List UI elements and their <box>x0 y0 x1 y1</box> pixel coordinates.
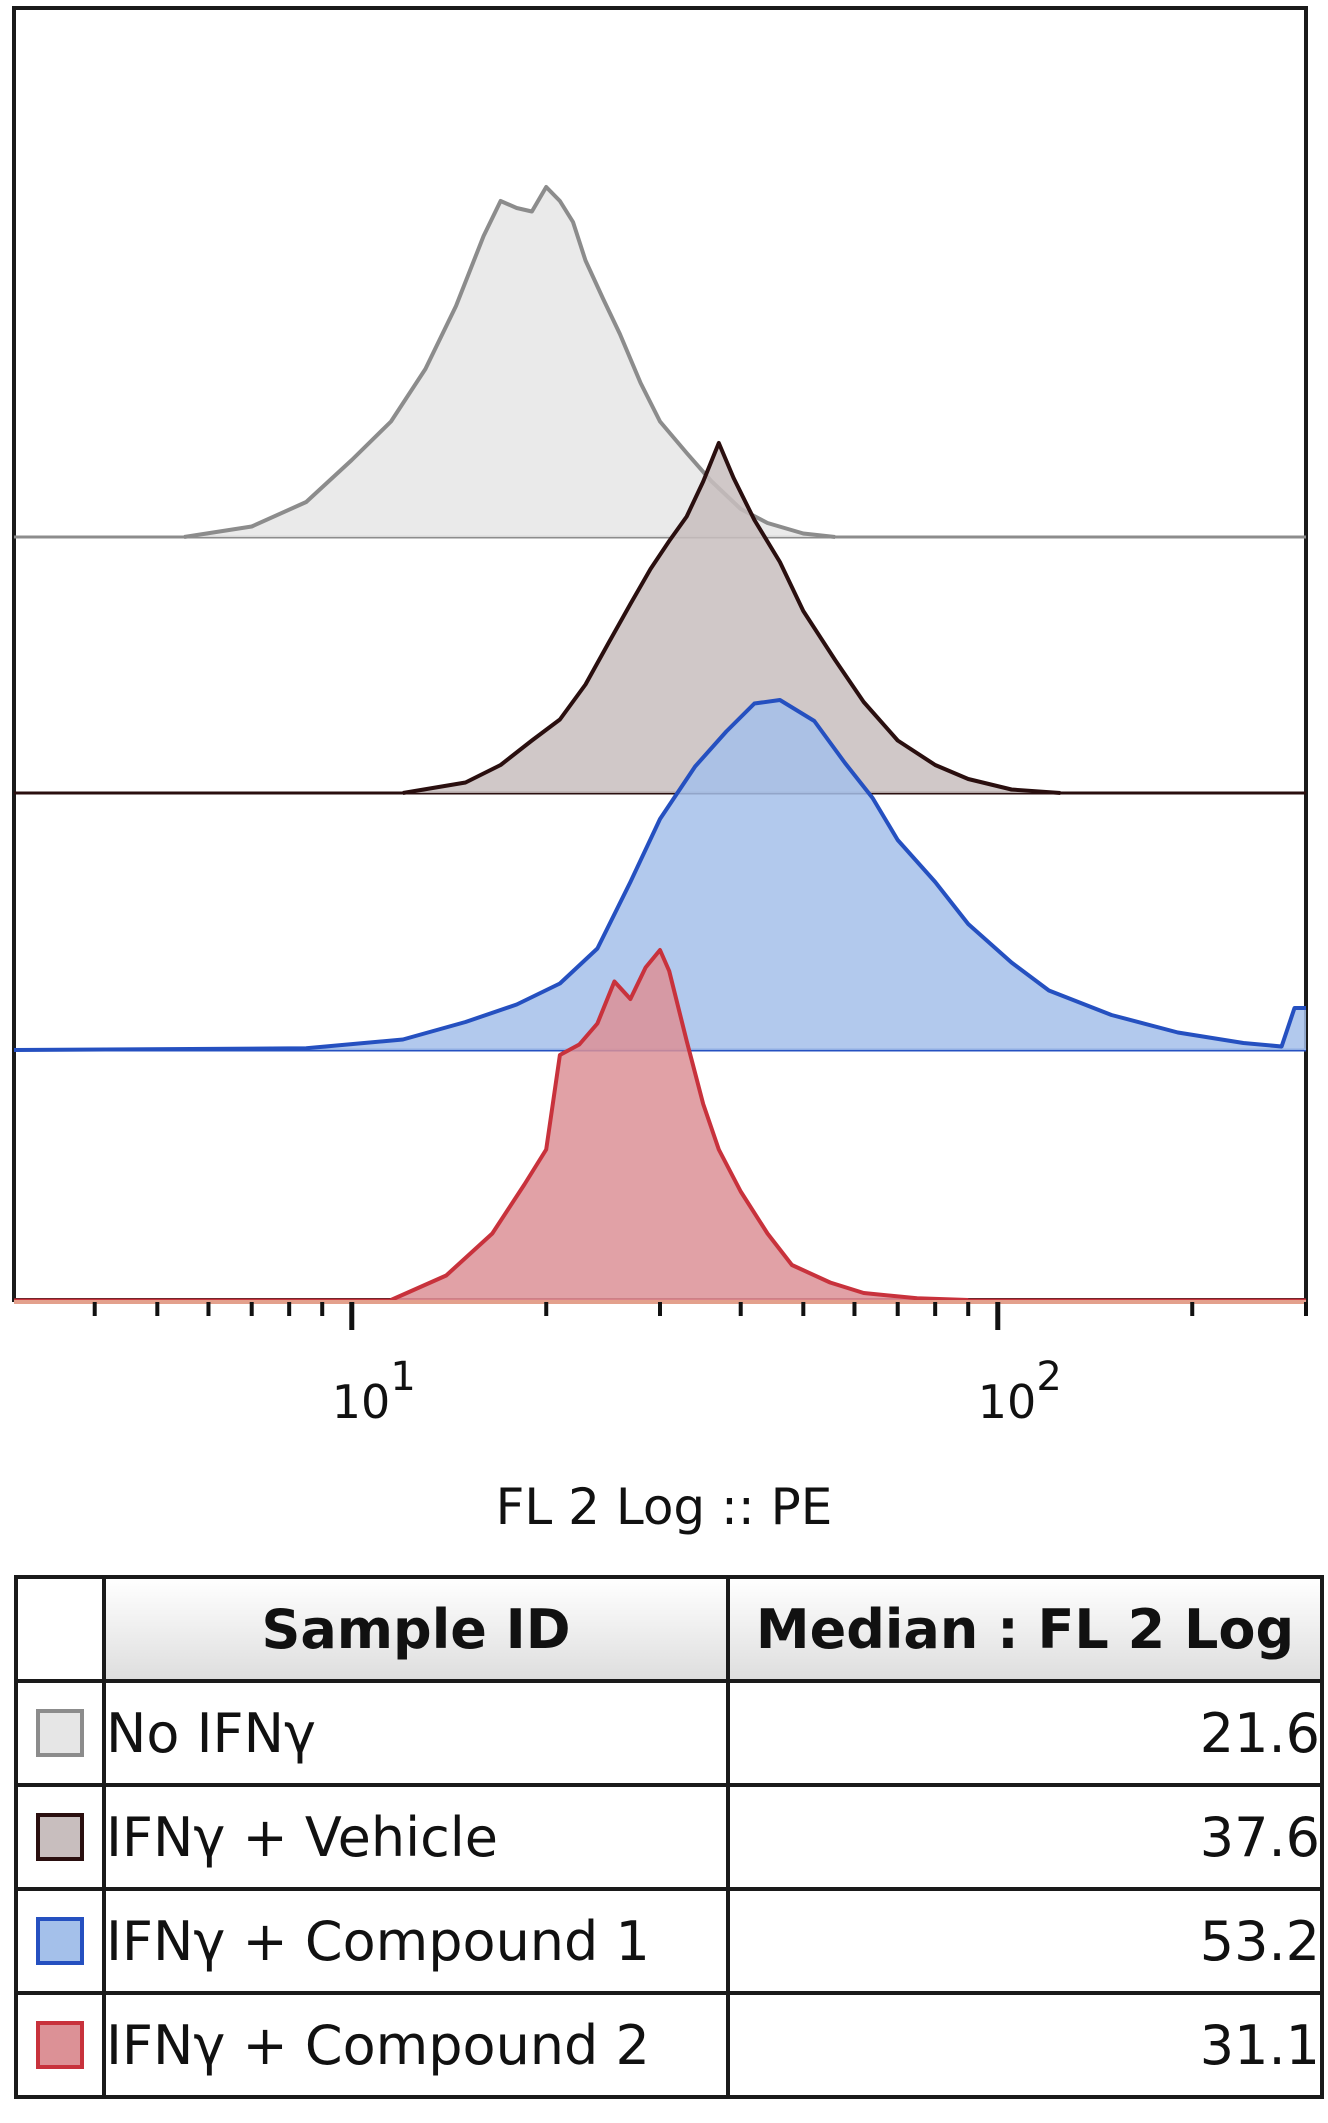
x-tick-label: 102 <box>978 1354 1062 1429</box>
legend-swatch-vehicle <box>36 1813 84 1861</box>
legend-median-value: 31.1 <box>726 1991 1324 2099</box>
legend-header-blank <box>14 1575 106 1683</box>
histogram-outline-compound-1 <box>13 698 1306 1052</box>
legend-table: Sample ID Median : FL 2 Log No IFNγ 21.6… <box>14 1575 1324 2099</box>
legend-median-value: 21.6 <box>726 1679 1324 1787</box>
legend-header-sample-id: Sample ID <box>102 1575 730 1683</box>
legend-swatch-cell <box>14 1887 106 1995</box>
legend-sample-id: No IFNγ <box>102 1679 730 1787</box>
legend-sample-id: IFNγ + Vehicle <box>102 1783 730 1891</box>
histogram-area-compound-1 <box>14 700 1306 1050</box>
legend-row: No IFNγ 21.6 <box>14 1679 1324 1787</box>
histogram-chart: 101 102 <box>12 6 1308 1429</box>
legend-swatch-cell <box>14 1679 106 1787</box>
histogram-area-vehicle <box>402 443 1061 793</box>
legend-swatch-compound-2 <box>36 2021 84 2069</box>
legend-row: IFNγ + Compound 1 53.2 <box>14 1887 1324 1995</box>
legend-header-median: Median : FL 2 Log <box>726 1575 1324 1683</box>
legend-median-value: 53.2 <box>726 1887 1324 1995</box>
legend-swatch-compound-1 <box>36 1917 84 1965</box>
legend-row: IFNγ + Vehicle 37.6 <box>14 1783 1324 1891</box>
legend-row: IFNγ + Compound 2 31.1 <box>14 1991 1324 2099</box>
legend-sample-id: IFNγ + Compound 2 <box>102 1991 730 2099</box>
legend-header-row: Sample ID Median : FL 2 Log <box>14 1575 1324 1683</box>
legend-swatch-cell <box>14 1991 106 2099</box>
legend-swatch-no-ifn <box>36 1709 84 1757</box>
legend-sample-id: IFNγ + Compound 1 <box>102 1887 730 1995</box>
histogram-outline-vehicle <box>402 441 1061 795</box>
legend-swatch-cell <box>14 1783 106 1891</box>
x-axis-title: FL 2 Log :: PE <box>495 1478 833 1536</box>
x-tick-label: 101 <box>332 1354 416 1429</box>
legend-median-value: 37.6 <box>726 1783 1324 1891</box>
histogram-area-no-ifn <box>184 187 836 537</box>
histogram-area-compound-2 <box>391 950 969 1300</box>
histogram-outline-compound-2 <box>390 948 969 1302</box>
